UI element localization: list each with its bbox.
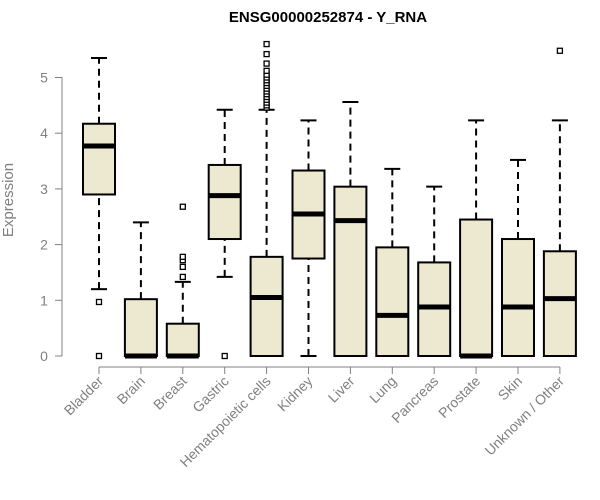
box-brain <box>123 221 158 359</box>
x-category-label: Unknown / Other <box>481 373 567 459</box>
box-skin <box>501 158 535 357</box>
outlier-point <box>221 352 228 360</box>
box-iqr <box>459 218 494 357</box>
outlier-point <box>263 50 270 58</box>
box-prostate <box>459 119 494 359</box>
y-tick-label: 5 <box>40 70 48 86</box>
outlier-point <box>556 47 564 54</box>
outlier-point <box>179 253 186 261</box>
outlier-point <box>179 273 186 281</box>
x-category-label: Lung <box>366 373 399 406</box>
y-tick-label: 4 <box>40 125 48 141</box>
x-category-label: Pancreas <box>388 373 441 426</box>
box-unknown-other <box>542 47 577 357</box>
x-category-label: Liver <box>325 373 358 406</box>
box-iqr <box>207 163 242 241</box>
box-iqr <box>333 185 368 357</box>
box-kidney <box>291 119 326 357</box>
y-tick-label: 3 <box>40 181 48 197</box>
outlier-point <box>95 298 103 306</box>
x-category-label: Skin <box>495 373 526 404</box>
y-tick-label: 1 <box>40 292 48 308</box>
box-iqr <box>501 238 535 357</box>
y-axis: 0 1 2 3 4 5 <box>40 70 63 364</box>
outlier-point <box>263 60 270 67</box>
x-category-label: Brain <box>114 373 148 407</box>
box-iqr <box>82 122 116 196</box>
outlier-point <box>263 40 270 48</box>
outlier-point <box>263 67 270 74</box>
box-iqr <box>165 322 200 357</box>
box-iqr <box>249 255 284 358</box>
box-iqr <box>375 246 410 357</box>
y-axis-title: Expression <box>0 163 17 237</box>
y-tick-label: 2 <box>40 237 48 253</box>
box-hematopoietic-cells <box>249 40 284 358</box>
outlier-point <box>179 203 186 210</box>
plot-area <box>82 40 577 360</box>
x-category-label: Kidney <box>274 373 316 415</box>
y-tick-label: 0 <box>40 348 48 364</box>
box-pancreas <box>417 185 452 358</box>
outlier-point <box>95 352 103 360</box>
box-liver <box>333 101 368 357</box>
box-iqr <box>542 250 577 357</box>
x-category-label: Bladder <box>61 373 107 419</box>
outlier-point <box>179 263 186 271</box>
chart-title: ENSG00000252874 - Y_RNA <box>229 9 427 26</box>
box-breast <box>165 203 200 359</box>
box-iqr <box>123 298 158 358</box>
box-bladder <box>82 57 116 360</box>
box-lung <box>375 167 410 357</box>
x-category-label: Prostate <box>435 373 483 421</box>
box-gastric <box>207 108 242 360</box>
x-category-label: Breast <box>150 373 190 413</box>
